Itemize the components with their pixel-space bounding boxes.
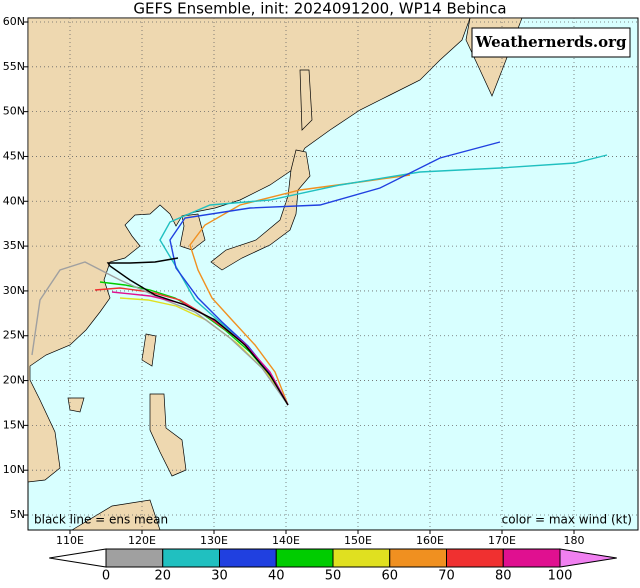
lat-label: 15N [3, 418, 25, 431]
colorbar: 0 20 30 40 50 60 70 80 100 [49, 548, 617, 584]
sakhalin [299, 69, 313, 131]
title: GEFS Ensemble, init: 2024091200, WP14 Be… [133, 0, 506, 18]
lat-label: 55N [3, 60, 25, 73]
colorbar-label: 30 [211, 569, 228, 584]
colorbar-over [559, 548, 617, 568]
taiwan [141, 333, 157, 367]
lat-label: 20N [3, 374, 25, 387]
watermark-box [471, 27, 631, 58]
track [169, 141, 501, 406]
lon-label: 160E [416, 534, 444, 547]
lat-label: 5N [10, 508, 25, 521]
lat-label: 60N [3, 15, 25, 28]
colorbar-segment [105, 548, 164, 568]
colorbar-label: 100 [548, 569, 573, 584]
colorbar-label: 40 [268, 569, 285, 584]
lat-label: 10N [3, 463, 25, 476]
colorbar-label: 70 [438, 569, 455, 584]
philippines [149, 393, 187, 477]
lon-label: 120E [128, 534, 156, 547]
colorbar-label: 60 [381, 569, 398, 584]
colorbar-segment [446, 548, 504, 568]
lat-label: 25N [3, 329, 25, 342]
lon-label: 130E [200, 534, 228, 547]
lat-label: 30N [3, 284, 25, 297]
note-left: black line = ens mean [34, 513, 168, 527]
lon-label: 170E [488, 534, 516, 547]
tracks [31, 141, 608, 406]
lon-label: 140E [272, 534, 300, 547]
lat-label: 40N [3, 194, 25, 207]
colorbar-label: 20 [154, 569, 171, 584]
colorbar-segment [219, 548, 277, 568]
colorbar-label: 80 [495, 569, 512, 584]
lat-label: 45N [3, 149, 25, 162]
track [189, 174, 411, 406]
track [31, 261, 289, 406]
colorbar-segment [389, 548, 447, 568]
note-right: color = max wind (kt) [502, 513, 632, 527]
lon-label: 150E [344, 534, 372, 547]
asia [27, 17, 471, 483]
lon-label: 180 [564, 534, 585, 547]
colorbar-segment [275, 548, 334, 568]
colorbar-segment [332, 548, 391, 568]
watermark: Weathernerds.org [474, 33, 627, 51]
colorbar-segment [162, 548, 220, 568]
hainan [67, 397, 85, 413]
lon-label: 110E [56, 534, 84, 547]
lat-label: 35N [3, 239, 25, 252]
colorbar-under [49, 548, 107, 568]
colorbar-label: 50 [325, 569, 342, 584]
colorbar-label: 0 [102, 569, 110, 584]
lat-label: 50N [3, 105, 25, 118]
ens-mean [106, 257, 289, 406]
colorbar-segment [502, 548, 561, 568]
